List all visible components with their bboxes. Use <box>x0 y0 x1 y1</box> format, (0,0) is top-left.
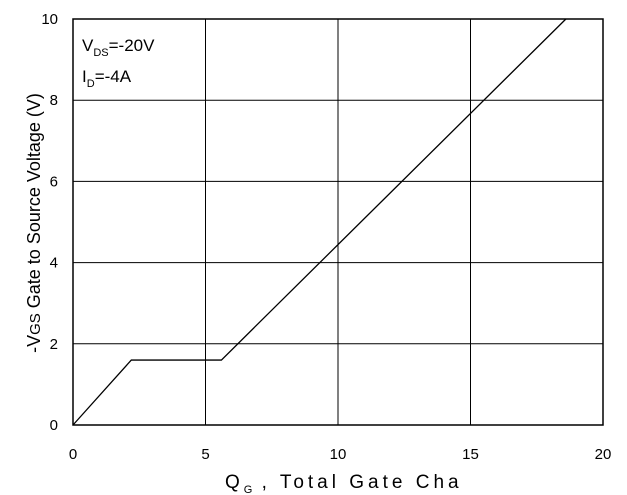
y-tick-label: 2 <box>50 336 58 353</box>
x-tick-label: 10 <box>330 446 347 463</box>
y-tick-label: 6 <box>50 173 58 190</box>
x-axis-label: QG , Total Gate Cha <box>225 472 463 495</box>
y-tick-label: 0 <box>50 417 58 434</box>
series-line <box>72 18 567 426</box>
x-tick-label: 20 <box>595 446 612 463</box>
y-tick-label: 8 <box>50 92 58 109</box>
x-tick-label: 5 <box>201 446 209 463</box>
annotation-id: ID=-4A <box>82 67 132 90</box>
y-tick-label: 4 <box>50 255 58 272</box>
y-axis-label: -VGS Gate to Source Voltage (V) <box>24 93 44 353</box>
x-tick-labels: 0 5 10 15 20 <box>69 446 612 463</box>
y-tick-labels: 0 2 4 6 8 10 <box>41 11 58 434</box>
plot-frame <box>72 18 604 426</box>
x-tick-label: 0 <box>69 446 77 463</box>
grid-lines <box>73 19 603 425</box>
y-tick-label: 10 <box>41 11 58 28</box>
x-tick-label: 15 <box>462 446 479 463</box>
annotation-vds: VDS=-20V <box>82 36 155 59</box>
